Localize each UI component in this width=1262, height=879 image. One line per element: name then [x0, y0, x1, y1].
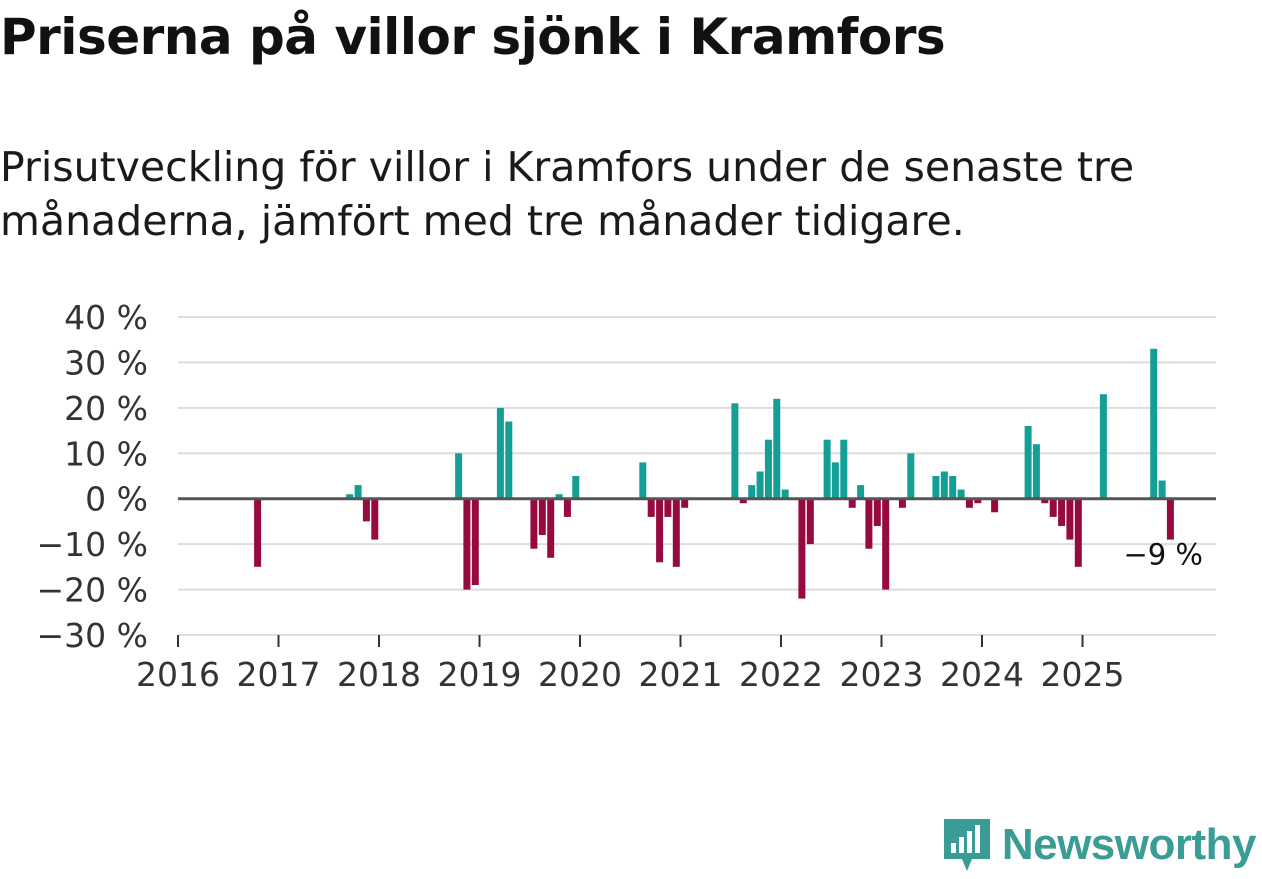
x-tick-label: 2019 [438, 655, 522, 694]
bar-2021-08 [739, 498, 747, 504]
bar-2023-01 [882, 498, 890, 590]
bar-2023-12 [974, 498, 982, 504]
bar-2018-11 [463, 498, 471, 590]
bar-2017-10 [354, 485, 362, 499]
bar-2024-09 [1049, 498, 1057, 517]
bar-2025-10 [1158, 480, 1166, 499]
bar-2021-01 [681, 498, 689, 508]
bar-2021-10 [756, 471, 764, 499]
grid-lines [178, 316, 1216, 636]
bar-2025-11 [1166, 498, 1174, 540]
x-tick-label: 2017 [237, 655, 321, 694]
bar-2019-08 [538, 498, 546, 535]
newsworthy-logo: Newsworthy [942, 815, 1257, 875]
bar-2019-12 [572, 476, 580, 499]
bar-2019-09 [547, 498, 555, 558]
y-axis-labels: 40 % 30 % 20 % 10 % 0 % −10 % −20 % −30 % [37, 298, 149, 655]
bar-2019-04 [505, 421, 513, 499]
y-tick-label: −30 % [37, 616, 149, 655]
bar-2022-06 [823, 439, 831, 499]
chart-subtitle: Prisutveckling för villor i Kramfors und… [0, 143, 1135, 245]
bar-2017-11 [362, 498, 370, 522]
bar-2022-12 [873, 498, 881, 526]
bar-2022-01 [781, 489, 789, 499]
y-tick-label: 30 % [64, 343, 148, 382]
bar-2020-12 [672, 498, 680, 567]
bar-2021-07 [731, 403, 739, 499]
bar-2025-03 [1099, 394, 1107, 499]
bar-2017-09 [346, 494, 354, 499]
bar-2024-02 [991, 498, 999, 513]
bar-chart: 40 %30 %20 %10 %0 %−10 %−20 %−30 % 2016 2… [37, 298, 1216, 694]
annotations: −9 % [178, 497, 1216, 572]
bar-2023-11 [965, 498, 973, 508]
last-value-label: −9 % [1123, 538, 1203, 572]
bar-2022-11 [865, 498, 873, 549]
bar-chart-logo-icon [943, 819, 990, 871]
bar-2025-09 [1150, 348, 1158, 499]
x-tick-label: 2022 [739, 655, 823, 694]
bar-2021-11 [764, 439, 772, 499]
y-tick-label: 20 % [64, 389, 148, 428]
x-axis: 2016 2017 2018 2019 2020 2021 2022 2023 2024 2025 [136, 635, 1124, 694]
x-tick-label: 2021 [639, 655, 723, 694]
bar-2024-11 [1066, 498, 1074, 540]
bar-2019-11 [563, 498, 571, 517]
bar-2023-07 [932, 476, 940, 499]
bars [254, 348, 1174, 599]
bar-2023-10 [957, 489, 965, 499]
bar-2018-10 [455, 453, 463, 499]
bar-2022-03 [798, 498, 806, 599]
bar-2020-10 [656, 498, 664, 563]
bar-2019-07 [530, 498, 538, 549]
y-tick-label: 40 % [64, 298, 148, 337]
bar-2020-11 [664, 498, 672, 517]
bar-2022-04 [806, 498, 814, 545]
brand-name: Newsworthy [1001, 820, 1257, 869]
x-tick-label: 2025 [1041, 655, 1125, 694]
y-tick-label: −20 % [37, 571, 149, 610]
bar-2016-10 [254, 498, 262, 567]
bar-2017-12 [371, 498, 379, 540]
bar-2024-10 [1058, 498, 1066, 526]
x-tick-label: 2018 [337, 655, 421, 694]
bar-2021-12 [773, 398, 781, 499]
bar-2022-09 [848, 498, 856, 508]
bar-2024-12 [1074, 498, 1082, 567]
y-tick-label: −10 % [37, 525, 149, 564]
x-tick-label: 2024 [940, 655, 1024, 694]
bar-2022-10 [857, 485, 865, 499]
bar-2022-08 [840, 439, 848, 499]
bar-2023-03 [898, 498, 906, 508]
x-tick-label: 2023 [840, 655, 924, 694]
bar-2024-07 [1032, 444, 1040, 499]
bar-2019-03 [496, 407, 504, 499]
bar-2023-08 [940, 471, 948, 499]
y-tick-label: 10 % [64, 434, 148, 473]
y-tick-label: 0 % [85, 480, 148, 519]
bar-2018-12 [471, 498, 479, 585]
bar-2024-08 [1041, 498, 1049, 504]
bar-2019-10 [555, 494, 563, 499]
bar-2020-08 [639, 462, 647, 499]
x-tick-label: 2020 [538, 655, 622, 694]
chart-title: Priserna på villor sjönk i Kramfors [0, 8, 946, 66]
bar-2020-09 [647, 498, 655, 517]
bar-2021-09 [748, 485, 756, 499]
x-tick-label: 2016 [136, 655, 220, 694]
bar-2022-07 [831, 462, 839, 499]
bar-2024-06 [1024, 426, 1032, 499]
bar-2023-09 [949, 476, 957, 499]
bar-2023-04 [907, 453, 915, 499]
